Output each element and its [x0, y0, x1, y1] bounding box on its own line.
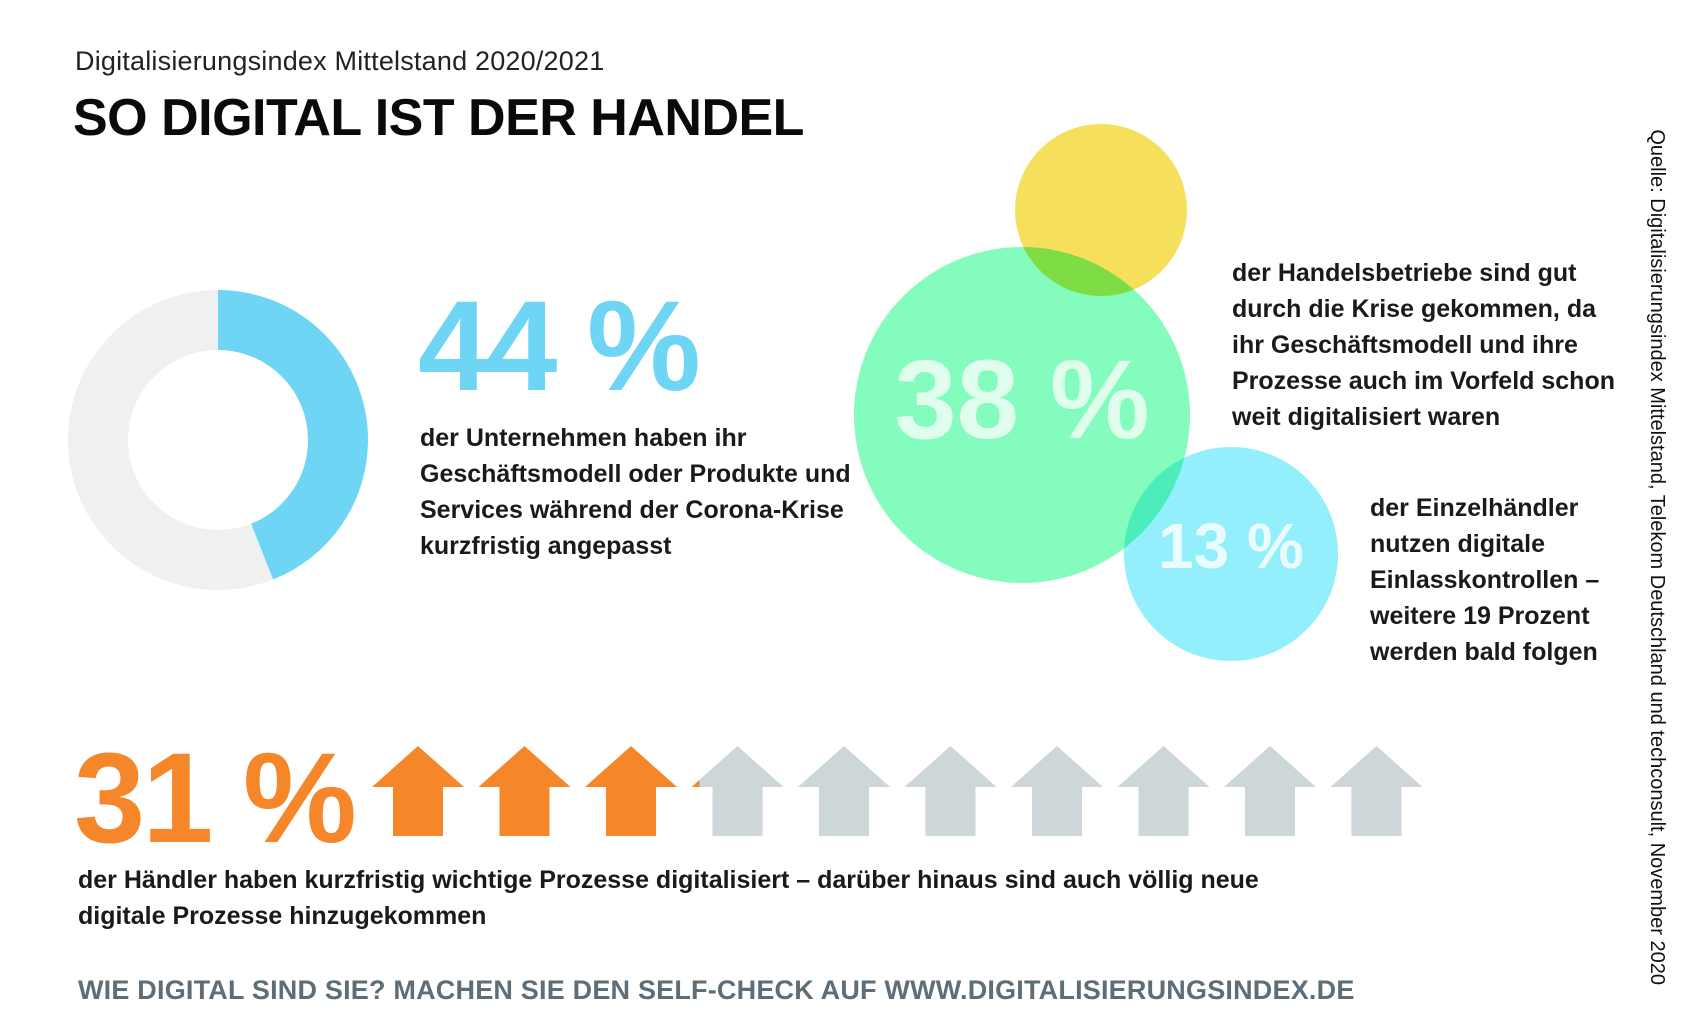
stat-31-value: 31 % — [74, 727, 357, 870]
bubble-chart: 38 % 13 % — [854, 124, 1338, 661]
stat-38-description: der Handelsbetriebe sind gut durch die K… — [1232, 259, 1615, 431]
bubble-38 — [854, 247, 1190, 583]
arrow-icon-empty — [798, 746, 890, 836]
bubble-13 — [1124, 447, 1338, 661]
arrow-icon-empty — [691, 746, 784, 836]
stat-44-description: der Unternehmen haben ihr Geschäftsmodel… — [420, 424, 851, 560]
donut-chart — [68, 290, 368, 590]
bubble-38-label: 38 % — [894, 337, 1149, 462]
arrow-icon-filled — [372, 746, 464, 836]
subtitle: Digitalisierungsindex Mittelstand 2020/2… — [75, 46, 605, 76]
arrow-pictogram — [372, 746, 1423, 836]
stat-31-description: der Händler haben kurzfristig wichtige P… — [78, 866, 1259, 930]
bubble-13-label: 13 % — [1158, 510, 1304, 582]
stat-13-description: der Einzelhändler nutzen digitale Einlas… — [1370, 494, 1600, 666]
page-title: SO DIGITAL IST DER HANDEL — [73, 89, 804, 147]
donut-slice-remainder — [68, 290, 368, 590]
arrow-icon-empty — [1011, 746, 1103, 836]
arrow-icon-empty — [1224, 746, 1316, 836]
arrow-icon-empty — [1330, 746, 1423, 836]
arrow-icon-empty — [1117, 746, 1210, 836]
arrow-icon-empty — [904, 746, 997, 836]
arrow-icon-filled — [585, 746, 677, 836]
stat-44-value: 44 % — [418, 275, 701, 418]
source-note: Quelle: Digitalisierungsindex Mittelstan… — [1646, 129, 1668, 985]
arrow-icon-filled — [478, 746, 571, 836]
footer-cta: WIE DIGITAL SIND SIE? MACHEN SIE DEN SEL… — [78, 975, 1355, 1005]
bubble-accent — [1015, 124, 1187, 296]
